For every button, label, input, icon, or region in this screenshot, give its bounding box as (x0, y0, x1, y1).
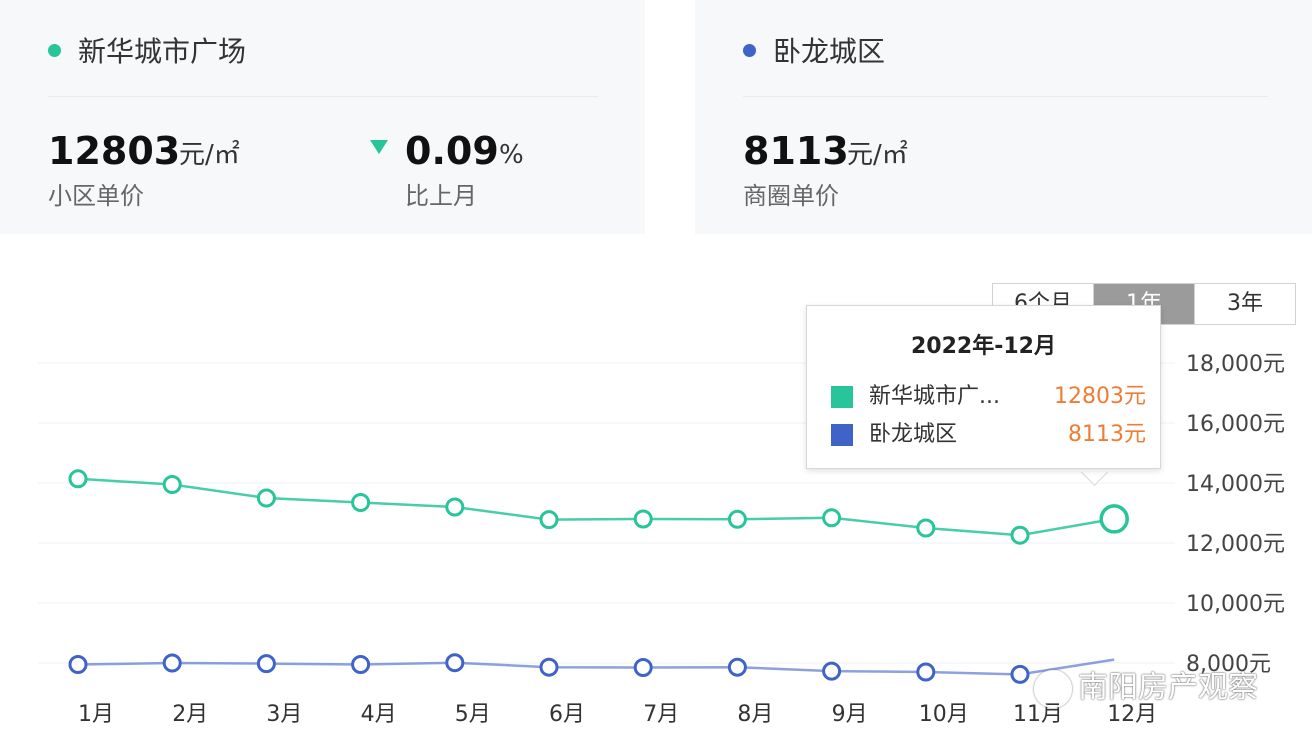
community-price-card: 新华城市广场 12803 元/㎡ 小区单价 0.09 % 比上月 (0, 0, 645, 234)
y-tick-label: 16,000元 (1186, 412, 1285, 437)
community-price: 12803 (48, 129, 181, 173)
tooltip-series-name: 新华城市广... (869, 384, 1000, 409)
x-tick-label: 9月 (832, 702, 868, 727)
data-point[interactable] (822, 508, 842, 528)
series-swatch (831, 386, 853, 408)
x-tick-label: 5月 (455, 702, 491, 727)
data-point[interactable] (633, 509, 653, 529)
data-point[interactable] (916, 662, 936, 682)
data-point[interactable] (256, 488, 276, 508)
district-price-card: 卧龙城区 8113 元/㎡ 商圈单价 (695, 0, 1312, 234)
tooltip-series-value: 8113元 (1068, 422, 1146, 447)
tab-3-years[interactable]: 3年 (1227, 291, 1263, 316)
wechat-logo-icon (1034, 669, 1072, 708)
data-point[interactable] (351, 493, 371, 512)
x-tick-label: 8月 (737, 702, 773, 727)
y-tick-label: 12,000元 (1186, 532, 1285, 557)
divider (743, 96, 1268, 97)
data-point[interactable] (68, 469, 88, 489)
y-tick-label: 14,000元 (1186, 472, 1285, 497)
data-point[interactable] (539, 657, 559, 677)
data-point[interactable] (727, 509, 747, 529)
month-change-label: 比上月 (405, 182, 477, 210)
district-price-unit: 元/㎡ (847, 140, 908, 170)
data-tooltip: 2022年-12月 新华城市广... 12803元 卧龙城区 8113元 (806, 305, 1161, 469)
x-tick-label: 12月 (1107, 702, 1157, 727)
data-point[interactable] (256, 654, 276, 674)
district-name: 卧龙城区 (773, 35, 886, 68)
community-price-unit: 元/㎡ (179, 140, 240, 170)
y-tick-label: 18,000元 (1186, 352, 1285, 377)
data-point[interactable] (351, 655, 371, 674)
y-tick-label: 10,000元 (1186, 592, 1285, 617)
x-tick-label: 7月 (643, 702, 679, 727)
data-point[interactable] (539, 510, 559, 530)
community-price-label: 小区单价 (48, 182, 144, 210)
month-change-value: 0.09 (405, 129, 499, 173)
data-point[interactable] (916, 518, 936, 538)
tooltip-series-name: 卧龙城区 (869, 422, 958, 447)
district-price-label: 商圈单价 (743, 182, 839, 210)
data-point[interactable] (68, 655, 88, 674)
series-line (77, 477, 1115, 537)
series-color-dot (743, 44, 756, 57)
divider (48, 96, 598, 97)
watermark-text: 南阳房产观察 (1078, 670, 1258, 705)
x-tick-label: 10月 (919, 702, 969, 727)
data-point[interactable] (1099, 504, 1129, 534)
down-triangle-icon (370, 140, 388, 154)
x-tick-label: 2月 (172, 702, 208, 727)
data-point[interactable] (633, 658, 653, 677)
series-line (77, 658, 1115, 676)
tooltip-row: 卧龙城区 8113元 (831, 420, 1146, 450)
month-change-unit: % (499, 140, 524, 170)
account-watermark: 南阳房产观察 (1034, 662, 1258, 708)
data-point[interactable] (822, 661, 842, 681)
tooltip-row: 新华城市广... 12803元 (831, 382, 1146, 412)
data-point[interactable] (1010, 664, 1030, 684)
data-point[interactable] (1010, 525, 1030, 545)
data-point[interactable] (727, 657, 747, 677)
y-tick-label: 8,000元 (1186, 652, 1271, 677)
data-point[interactable] (162, 475, 182, 494)
community-name: 新华城市广场 (78, 35, 247, 68)
series-swatch (831, 424, 853, 446)
x-tick-label: 6月 (549, 702, 585, 727)
data-point[interactable] (445, 497, 465, 517)
data-point[interactable] (162, 653, 182, 673)
data-point[interactable] (445, 653, 465, 673)
tooltip-title: 2022年-12月 (911, 334, 1056, 359)
x-tick-label: 1月 (78, 702, 114, 727)
series-color-dot (48, 44, 61, 57)
x-tick-label: 3月 (266, 702, 302, 727)
x-tick-label: 4月 (361, 702, 397, 727)
district-price: 8113 (743, 129, 849, 173)
tooltip-series-value: 12803元 (1054, 384, 1146, 409)
